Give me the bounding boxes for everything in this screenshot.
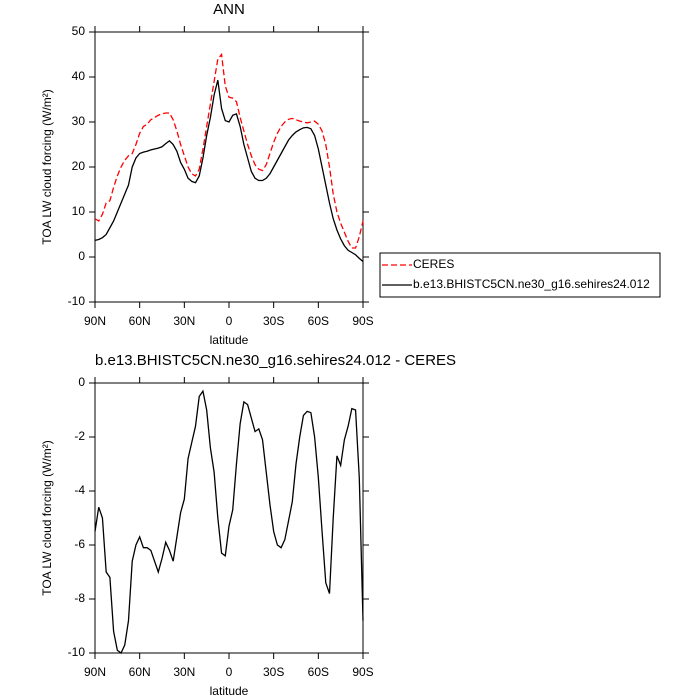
x-tick-label: 60N [129,665,151,679]
x-tick-label: 0 [226,665,233,679]
x-axis-label: latitude [210,684,249,698]
x-tick-label: 30S [263,314,284,328]
chart-title: ANN [213,1,245,18]
y-tick-label: -10 [68,645,86,659]
x-tick-label: 0 [226,314,233,328]
x-tick-label: 90N [84,665,106,679]
x-tick-label: 30N [173,314,195,328]
y-tick-label: -8 [74,591,85,605]
y-tick-label: 10 [72,204,86,218]
data-line [94,79,364,262]
x-axis-label: latitude [210,333,249,347]
x-tick-label: 30S [263,665,284,679]
legend-label: b.e13.BHISTC5CN.ne30_g16.sehires24.012 [413,277,650,291]
legend-label: CERES [413,257,454,271]
y-tick-label: -10 [68,294,86,308]
y-axis-label: TOA LW cloud forcing (W/m²) [40,440,54,596]
data-line [94,389,364,654]
x-tick-label: 90S [352,314,373,328]
y-tick-label: -6 [74,537,85,551]
x-tick-label: 60S [308,665,329,679]
y-tick-label: 50 [72,24,86,38]
y-axis-label: TOA LW cloud forcing (W/m²) [40,89,54,245]
plot-frame [94,31,364,303]
x-tick-label: 30N [173,665,195,679]
x-tick-label: 90S [352,665,373,679]
x-tick-label: 60N [129,314,151,328]
plot-frame [94,382,364,654]
y-tick-label: -2 [74,429,85,443]
y-tick-label: 0 [78,249,85,263]
y-tick-label: 40 [72,69,86,83]
x-tick-label: 90N [84,314,106,328]
x-tick-label: 60S [308,314,329,328]
data-line [94,52,364,249]
chart-title: b.e13.BHISTC5CN.ne30_g16.sehires24.012 -… [95,352,456,369]
y-tick-label: 30 [72,114,86,128]
y-tick-label: 0 [78,375,85,389]
legend-box [379,252,661,298]
y-tick-label: 20 [72,159,86,173]
y-tick-label: -4 [74,483,85,497]
